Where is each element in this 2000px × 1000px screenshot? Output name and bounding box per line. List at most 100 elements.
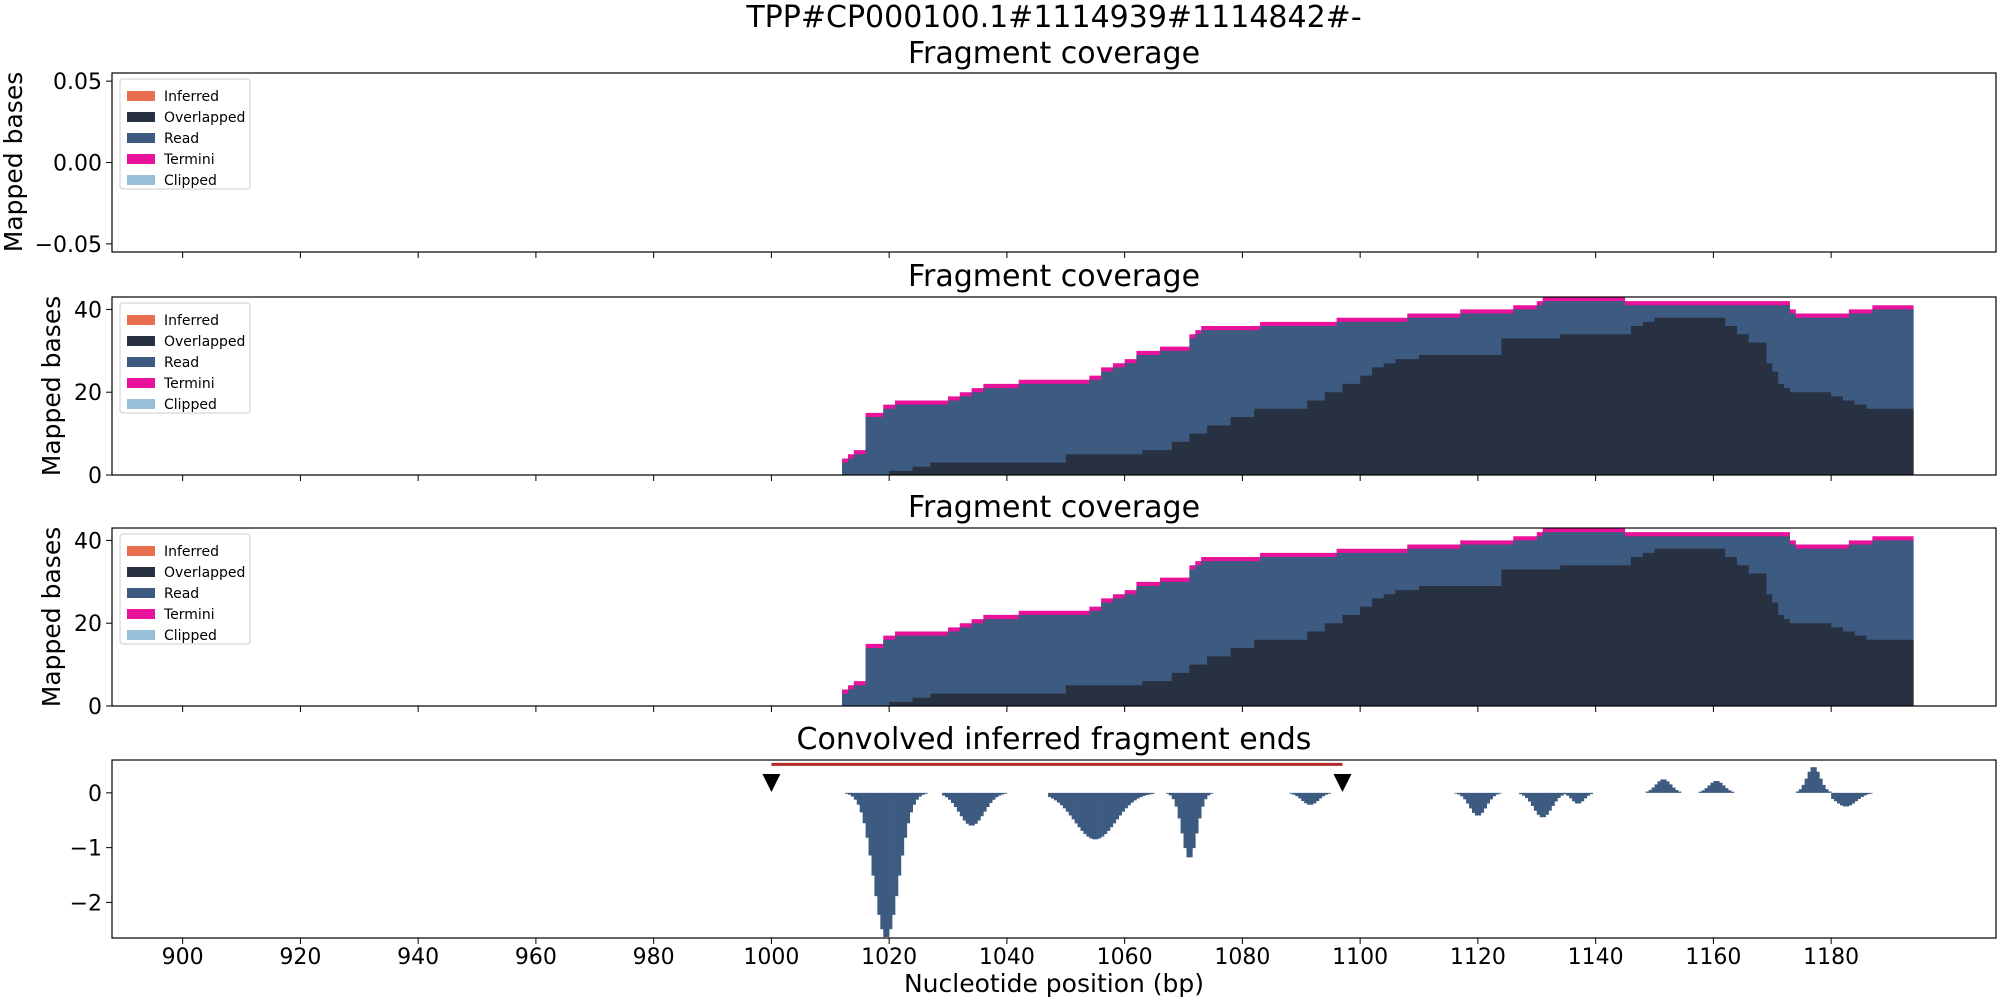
convolved-bar [1127,792,1131,806]
panel-3: Fragment coverage Mapped bases 0 20 40 Infe… [37,490,1997,720]
convolved-bar [847,792,852,795]
convolved-bar [1848,792,1853,806]
convolved-bar [1698,791,1702,793]
convolved-bar [1204,792,1208,800]
convolved-bar [1869,792,1873,794]
convolved-bar [1130,792,1134,803]
convolved-bar [1463,792,1467,800]
convolved-bar [1660,779,1664,793]
convolved-bar [1318,792,1323,799]
convolved-bar [942,792,946,796]
y-tick-label: 0.05 [53,70,102,95]
convolved-bar [1077,792,1081,828]
convolved-bar [968,792,972,826]
x-axis-label: Nucleotide position (bp) [904,969,1204,998]
convolved-bar [1474,792,1479,816]
convolved-bar [1728,790,1732,793]
convolved-bar [989,792,993,804]
convolved-bar [1304,792,1308,804]
convolved-bar [1171,792,1175,800]
convolved-bar [1795,791,1800,793]
y-tick-label: 0 [88,464,102,489]
figure-title: TPP#CP000100.1#1114939#1114842#- [745,0,1361,35]
legend-swatch [127,112,155,122]
y-tick-label: 20 [74,612,102,637]
convolved-bar [1003,792,1008,794]
convolved-bar [859,792,863,813]
convolved-bar [1651,787,1655,793]
convolved-bar [1798,789,1803,793]
convolved-bar [1548,792,1552,811]
convolved-bar [1486,792,1490,804]
legend-swatch [127,315,155,325]
convolved-bar [912,792,916,805]
convolved-bar [995,792,999,798]
convolved-bar [1722,785,1726,793]
convolved-bar [1828,791,1832,793]
panel-3-title: Fragment coverage [908,490,1200,525]
convolved-bar [1324,792,1329,795]
convolved-bar [1545,792,1549,815]
legend-swatch [127,175,155,185]
convolved-bar [1142,792,1146,796]
convolved-bar [962,792,966,821]
convolved-bar [965,792,969,824]
convolved-bar [1539,792,1543,818]
convolved-bar [1165,792,1170,794]
convolved-bar [856,792,861,805]
x-tick-label: 1080 [1214,945,1270,970]
x-tick-label: 1180 [1803,945,1859,970]
convolved-bar [895,792,899,897]
convolved-bar [883,792,887,937]
convolved-bar [1313,792,1317,804]
convolved-bar [1321,792,1326,797]
convolved-bar [1301,792,1305,802]
convolved-bar [1557,792,1561,799]
panel-2-ylabel: Mapped bases [37,296,66,476]
convolved-bar [897,792,902,876]
panel-4: Convolved inferred fragment ends 0 −1 −2 [70,722,1997,944]
convolved-bar [924,792,928,794]
convolved-bar [892,792,896,915]
panel-1-title: Fragment coverage [908,36,1200,71]
convolved-bar [1825,789,1829,793]
convolved-bar [1810,767,1814,793]
x-tick-label: 1040 [979,945,1035,970]
convolved-bar [1854,792,1858,802]
convolved-bar [903,792,908,838]
convolved-bar [945,792,949,798]
convolved-bar [1542,792,1546,818]
x-tick-label: 1140 [1568,945,1624,970]
legend-swatch [127,546,155,556]
convolved-bar [1201,792,1205,807]
convolved-bar [1719,782,1723,793]
panel-2: Fragment coverage Mapped bases 0 20 40 Infe… [37,259,1997,489]
panel-2-content: 0 20 40 Inferred Overlapped Read Termini Clippe… [74,296,1997,489]
convolved-bar [1068,792,1072,816]
convolved-bar [1525,792,1529,799]
legend-label: Clipped [164,173,217,189]
convolved-bar [1477,792,1482,816]
convolved-bar [1315,792,1320,802]
convolved-bar [1310,792,1314,805]
convolved-bar [1672,787,1676,793]
convolved-bar [1133,792,1137,801]
panel-4-title: Convolved inferred fragment ends [797,722,1312,757]
x-axis: 900 920 940 960 980 1000 1020 1040 1060 1080 1100 1… [162,945,1860,970]
convolved-bar [1645,791,1649,793]
x-tick-label: 980 [633,945,675,970]
y-tick-label: 0 [88,782,102,807]
panel-3-ylabel: Mapped bases [37,527,66,707]
convolved-bar [1860,792,1864,797]
legend-swatch [127,588,155,598]
convolved-bar [1480,792,1485,813]
legend-label: Overlapped [164,334,245,350]
convolved-bar [1071,792,1075,820]
legend-swatch [127,609,155,619]
convolved-bar [1056,792,1061,803]
convolved-bar [992,792,996,800]
convolved-bar [1074,792,1078,824]
convolved-bar [1295,792,1299,797]
convolved-bar [1819,778,1823,793]
convolved-bar [1124,792,1128,809]
